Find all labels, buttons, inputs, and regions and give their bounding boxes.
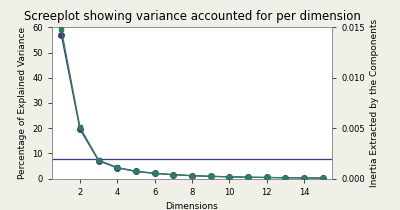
X-axis label: Dimensions: Dimensions (166, 202, 218, 210)
Title: Screeplot showing variance accounted for per dimension: Screeplot showing variance accounted for… (24, 10, 360, 23)
Y-axis label: Inertia Extracted by the Components: Inertia Extracted by the Components (370, 19, 379, 187)
Y-axis label: Percentage of Explained Variance: Percentage of Explained Variance (18, 27, 27, 179)
